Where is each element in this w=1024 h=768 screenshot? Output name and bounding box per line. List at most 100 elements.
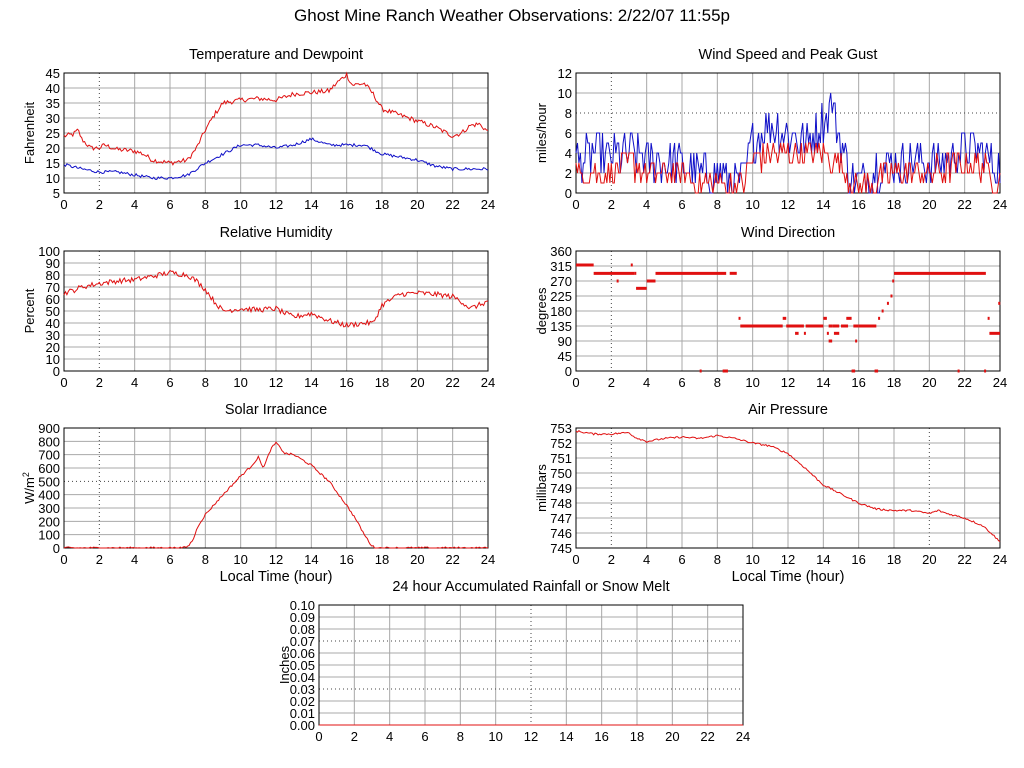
x-tick-label: 10 [233,197,247,212]
x-tick-label: 16 [851,552,865,567]
y-tick-label: 747 [550,511,572,526]
x-tick-label: 16 [339,197,353,212]
x-tick-label: 20 [665,729,679,744]
y-tick-label: 745 [550,541,572,556]
y-tick-label: 500 [38,474,60,489]
x-tick-label: 18 [375,197,389,212]
x-tick-label: 14 [304,375,318,390]
y-tick-label: 25 [46,126,60,141]
y-tick-label: 10 [46,171,60,186]
chart-solar: 0 2 4 6 8 10 12 14 16 18 20 22 240100200300400500600… [21,402,495,585]
y-tick-label: 135 [550,319,572,334]
x-tick-label: 8 [714,375,721,390]
x-tick-label: 2 [608,197,615,212]
y-tick-label: 10 [46,352,60,367]
plot-frame [575,72,1001,194]
x-tick-label: 10 [233,552,247,567]
y-tick-label: 0.00 [290,718,315,733]
y-tick-label: 15 [46,156,60,171]
x-tick-label: 8 [457,729,464,744]
x-tick-label: 8 [714,197,721,212]
x-tick-label: 20 [922,197,936,212]
x-tick-label: 2 [608,375,615,390]
y-axis-label: Fahrenheit [22,102,37,165]
plot-frame [63,72,489,194]
y-tick-label: 0.02 [290,694,315,709]
plot-frame [63,250,489,372]
chart-humidity: 0 2 4 6 8 10 12 14 16 18 20 22 240102030405060708090… [22,225,495,390]
x-tick-label: 8 [202,197,209,212]
chart-title: 24 hour Accumulated Rainfall or Snow Mel… [392,579,669,595]
x-tick-label: 14 [816,375,830,390]
y-tick-label: 45 [46,66,60,81]
y-axis-label: Percent [22,288,37,333]
x-tick-label: 2 [96,197,103,212]
x-tick-label: 18 [375,375,389,390]
x-tick-label: 16 [851,375,865,390]
x-tick-label: 14 [816,197,830,212]
x-tick-label: 24 [993,197,1007,212]
x-tick-label: 20 [922,375,936,390]
x-tick-label: 6 [166,197,173,212]
y-tick-label: 180 [550,304,572,319]
y-tick-label: 0.10 [290,598,315,613]
x-tick-label: 24 [736,729,750,744]
series-line-0 [63,71,489,166]
x-tick-label: 24 [993,552,1007,567]
x-tick-label: 2 [96,375,103,390]
y-tick-label: 0.03 [290,682,315,697]
x-tick-label: 4 [643,552,650,567]
x-tick-label: 0 [60,375,67,390]
y-tick-label: 10 [558,86,572,101]
page-title: Ghost Mine Ranch Weather Observations: 2… [294,6,730,25]
x-tick-label: 0 [60,552,67,567]
y-tick-label: 90 [558,334,572,349]
y-tick-label: 30 [46,111,60,126]
x-tick-label: 12 [781,552,795,567]
x-tick-label: 12 [269,197,283,212]
x-tick-label: 4 [386,729,393,744]
y-tick-label: 400 [38,488,60,503]
y-tick-label: 0.06 [290,646,315,661]
series-line-1 [63,137,489,180]
y-tick-label: 20 [46,340,60,355]
x-tick-label: 4 [131,552,138,567]
series-line-0 [575,430,1001,543]
series-line-0 [63,269,489,329]
x-tick-label: 8 [202,552,209,567]
y-tick-label: 300 [38,501,60,516]
series-line-0 [63,441,489,549]
x-tick-label: 20 [922,552,936,567]
x-tick-label: 16 [339,552,353,567]
x-tick-label: 18 [887,197,901,212]
y-tick-label: 749 [550,481,572,496]
x-tick-label: 18 [375,552,389,567]
y-axis-label: millibars [534,464,549,512]
y-tick-label: 100 [38,528,60,543]
x-tick-label: 22 [445,197,459,212]
x-tick-label: 20 [410,552,424,567]
chart-title: Solar Irradiance [225,402,327,418]
x-tick-label: 24 [481,552,495,567]
x-tick-label: 18 [887,375,901,390]
y-tick-label: 746 [550,526,572,541]
x-tick-label: 14 [304,552,318,567]
y-axis-label: degrees [534,287,549,334]
y-tick-label: 60 [46,292,60,307]
x-tick-label: 6 [678,197,685,212]
y-tick-label: 751 [550,451,572,466]
y-axis-label: W/m2 [21,472,37,504]
x-tick-label: 10 [488,729,502,744]
x-tick-label: 10 [745,552,759,567]
x-tick-label: 8 [714,552,721,567]
y-axis-label: Inches [277,645,292,684]
x-tick-label: 18 [887,552,901,567]
series-line-0 [575,92,1001,194]
x-tick-label: 10 [745,375,759,390]
x-tick-label: 12 [781,197,795,212]
chart-wind-direction: 0 2 4 6 8 10 12 14 16 18 20 22 240459013518022527031… [534,225,1007,390]
x-tick-label: 22 [957,197,971,212]
y-tick-label: 5 [53,186,60,201]
y-tick-label: 20 [46,141,60,156]
chart-title: Wind Speed and Peak Gust [699,47,878,63]
